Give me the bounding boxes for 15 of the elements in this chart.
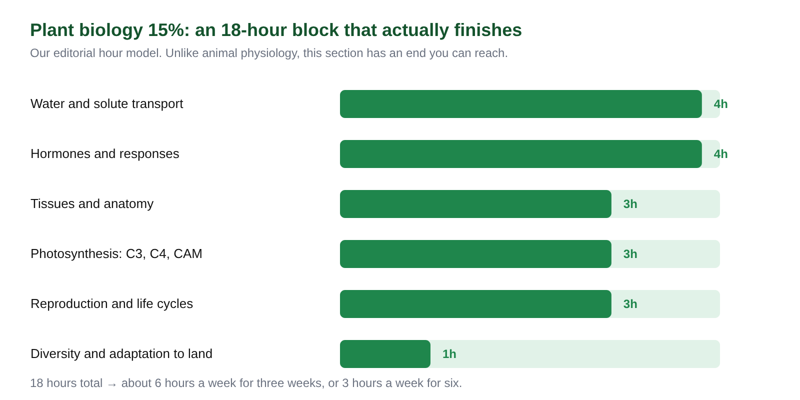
data-label: 4h	[714, 97, 728, 111]
y-tick-label: Diversity and adaptation to land	[30, 346, 213, 361]
chart-subtitle: Our editorial hour model. Unlike animal physiology, this section has an end you can reach.	[30, 46, 508, 60]
data-label: 3h	[623, 247, 638, 261]
y-tick-label: Hormones and responses	[30, 146, 180, 161]
data-label: 4h	[714, 147, 728, 161]
y-tick-label: Reproduction and life cycles	[30, 296, 194, 311]
data-label: 1h	[442, 347, 456, 361]
chart-title: Plant biology 15%: an 18-hour block that actually finishes	[30, 20, 522, 40]
annotation: 18 hours total → about 6 hours a week for three weeks, or 3 hours a week for six.	[30, 376, 462, 390]
data-label: 3h	[623, 297, 638, 311]
y-tick-label: Photosynthesis: C3, C4, CAM	[30, 246, 202, 261]
y-tick-label: Water and solute transport	[30, 96, 184, 111]
y-tick-label: Tissues and anatomy	[30, 196, 154, 211]
data-label: 3h	[623, 197, 638, 211]
